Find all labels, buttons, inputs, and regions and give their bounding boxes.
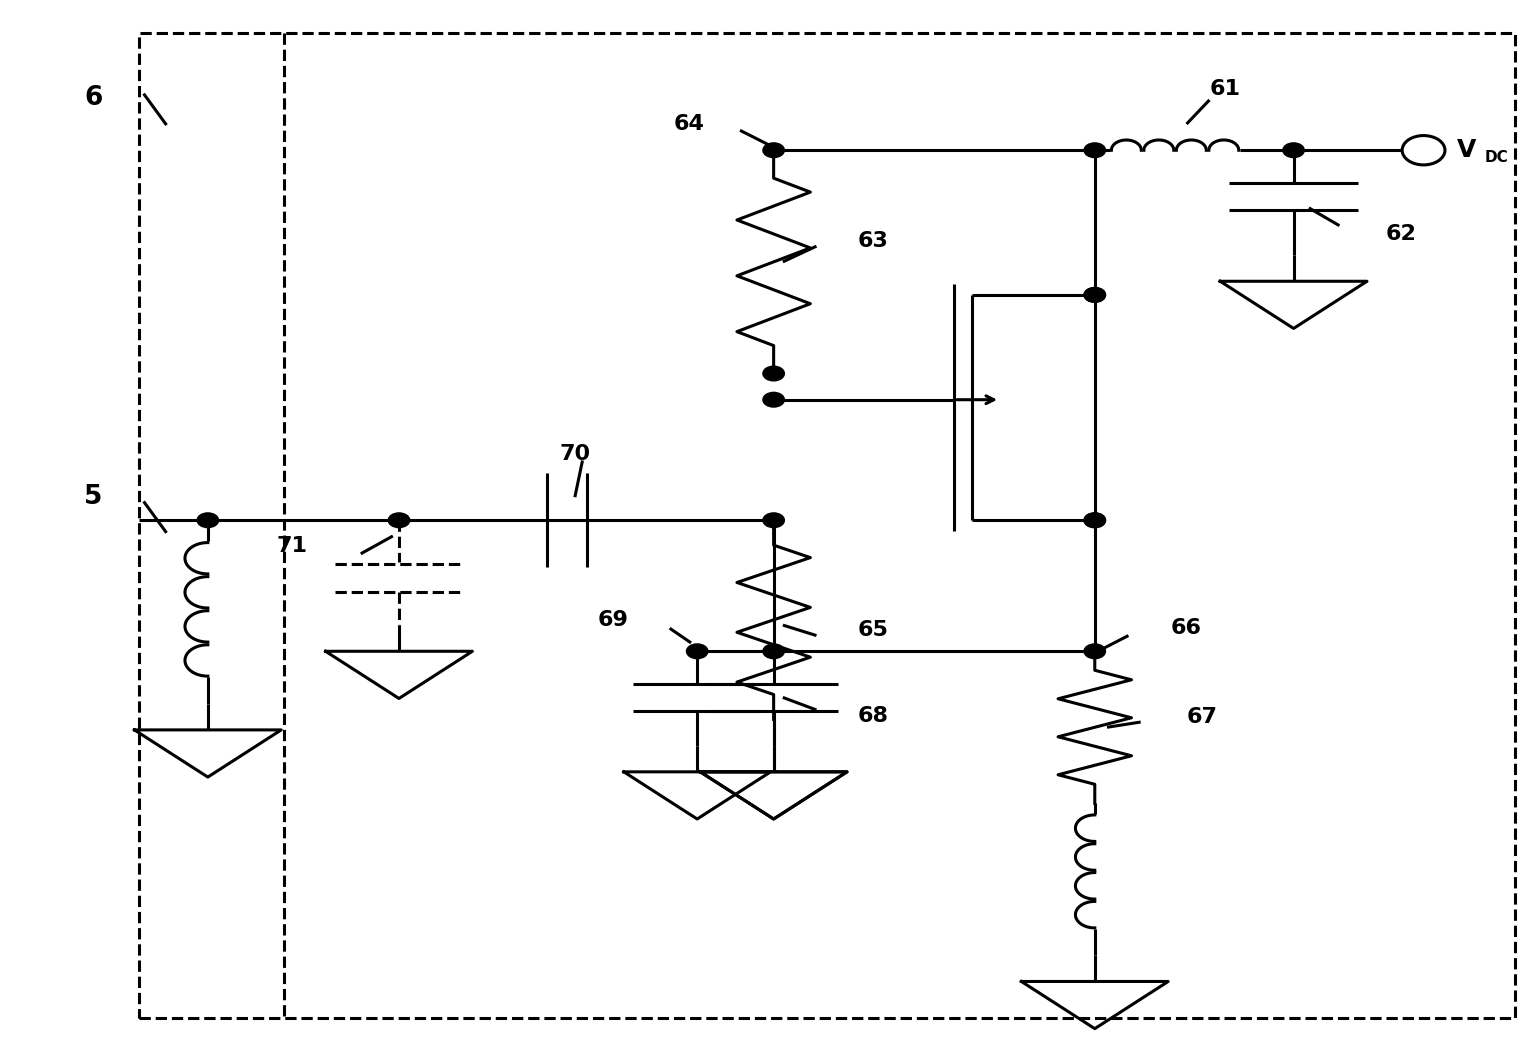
Text: 61: 61 [1209,80,1241,100]
Text: DC: DC [1485,150,1509,165]
Text: 6: 6 [84,85,103,110]
Text: 5: 5 [84,483,103,510]
Circle shape [1085,513,1106,528]
Circle shape [1085,513,1106,528]
Text: V: V [1457,139,1477,162]
Text: 69: 69 [597,610,628,630]
Circle shape [686,644,708,659]
Circle shape [388,513,409,528]
Circle shape [763,392,784,407]
Text: 68: 68 [858,706,889,726]
Text: 64: 64 [674,114,705,135]
Text: 71: 71 [276,536,308,556]
Circle shape [1085,288,1106,303]
Circle shape [763,366,784,380]
Circle shape [763,143,784,158]
Circle shape [1282,143,1304,158]
Circle shape [1085,644,1106,659]
Text: 63: 63 [858,231,889,251]
Circle shape [763,644,784,659]
Circle shape [763,513,784,528]
Text: 70: 70 [559,445,590,465]
Text: 66: 66 [1170,618,1203,638]
Text: 67: 67 [1186,707,1218,727]
Text: 65: 65 [858,620,889,640]
Circle shape [198,513,219,528]
Text: 62: 62 [1385,224,1416,244]
Circle shape [1085,288,1106,303]
Circle shape [1085,143,1106,158]
